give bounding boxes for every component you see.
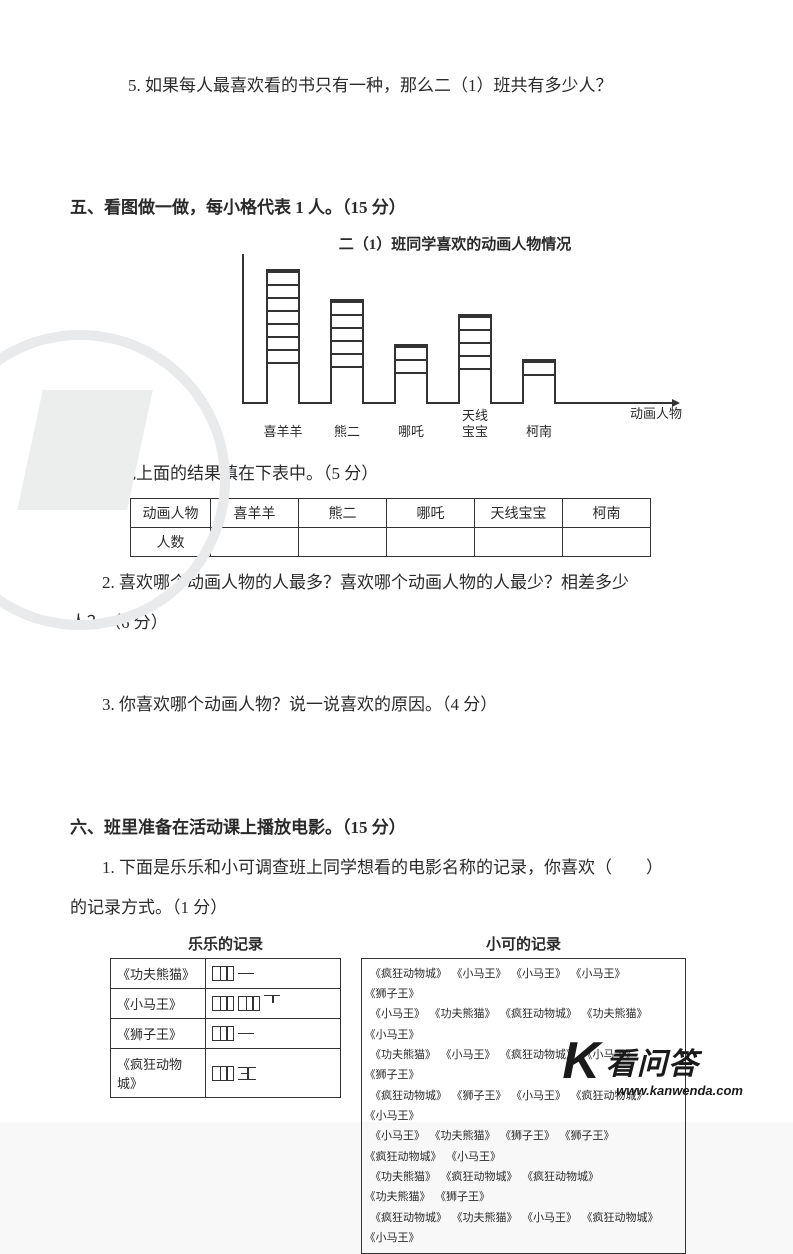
watermark-logo-icon: K — [562, 1035, 600, 1087]
xiaoke-movie-name: 《小马王》 — [370, 1029, 420, 1041]
y-axis-line — [242, 254, 244, 404]
lele-table: 《功夫熊猫》《小马王》《狮子王》《疯狂动物城》 — [110, 958, 341, 1098]
xiaoke-movie-name: 《疯狂动物城》 — [587, 1212, 659, 1224]
worksheet-page: 5. 如果每人最喜欢看的书只有一种，那么二（1）班共有多少人？ 五、看图做一做，… — [0, 0, 793, 1122]
chart-area: 动画人物 喜羊羊熊二哪吒天线宝宝柯南 — [220, 260, 690, 440]
table-empty-cell — [299, 527, 387, 556]
xiaoke-movie-name: 《功夫熊猫》 — [435, 1008, 496, 1020]
xiaoke-movie-name: 《功夫熊猫》 — [370, 1191, 431, 1203]
question-6-1-line2: 的记录方式。（1 分） — [70, 892, 723, 924]
table-header-cell: 动画人物 — [131, 498, 211, 527]
lele-movie-name: 《小马王》 — [111, 988, 206, 1018]
tally-mark-icon — [212, 996, 234, 1011]
xiaoke-movie-name: 《功夫熊猫》 — [435, 1130, 496, 1142]
xiaoke-movie-name: 《疯狂动物城》 — [506, 1008, 578, 1020]
xiaoke-movie-name: 《小马王》 — [452, 1151, 502, 1163]
xiaoke-movie-name: 《疯狂动物城》 — [446, 1171, 518, 1183]
section-6-heading: 六、班里准备在活动课上播放电影。（15 分） — [70, 812, 723, 844]
lele-tally-cell — [206, 1048, 341, 1097]
tally-mark-icon — [238, 996, 260, 1011]
lele-title: 乐乐的记录 — [110, 933, 341, 954]
section-5-heading: 五、看图做一做，每小格代表 1 人。（15 分） — [70, 192, 723, 224]
xiaoke-movie-name: 《小马王》 — [370, 1130, 425, 1142]
lele-tally-cell — [206, 988, 341, 1018]
tally-mark-icon — [212, 1066, 234, 1081]
xiaoke-movie-name: 《疯狂动物城》 — [370, 968, 447, 980]
xiaoke-movie-name: 《小马王》 — [370, 1110, 420, 1122]
xiaoke-movie-name: 《疯狂动物城》 — [370, 1212, 447, 1224]
tally-mark-icon — [212, 966, 234, 981]
xiaoke-movie-name: 《小马王》 — [517, 968, 567, 980]
xiaoke-title: 小可的记录 — [361, 933, 686, 954]
xiaoke-movie-name: 《狮子王》 — [370, 988, 420, 1000]
lele-movie-name: 《功夫熊猫》 — [111, 958, 206, 988]
xiaoke-movie-name: 《功夫熊猫》 — [457, 1212, 518, 1224]
answer-table: 动画人物喜羊羊熊二哪吒天线宝宝柯南 人数 — [130, 498, 651, 557]
table-header-cell: 哪吒 — [387, 498, 475, 527]
table-rowlabel-cell: 人数 — [131, 527, 211, 556]
chart-bar — [522, 359, 556, 404]
xiaoke-movie-name: 《狮子王》 — [565, 1130, 615, 1142]
table-empty-cell — [475, 527, 563, 556]
xiaoke-movie-name: 《小马王》 — [457, 968, 507, 980]
question-5-2-line2: 人？（6 分） — [70, 607, 723, 639]
xiaoke-movie-name: 《疯狂动物城》 — [370, 1151, 442, 1163]
chart-bar-label: 喜羊羊 — [253, 424, 313, 440]
chart-bar-label: 哪吒 — [381, 424, 441, 440]
chart-bar-label: 熊二 — [317, 424, 377, 440]
xiaoke-movie-name: 《狮子王》 — [370, 1069, 420, 1081]
x-axis-label: 动画人物 — [630, 403, 718, 422]
chart-title: 二（1）班同学喜欢的动画人物情况 — [220, 233, 690, 254]
lele-tally-cell — [206, 958, 341, 988]
xiaoke-movie-name: 《功夫熊猫》 — [587, 1008, 648, 1020]
tally-mark-icon — [238, 1067, 256, 1080]
xiaoke-movie-name: 《小马王》 — [370, 1232, 420, 1244]
xiaoke-movie-name: 《疯狂动物城》 — [370, 1090, 447, 1102]
xiaoke-movie-name: 《小马王》 — [576, 968, 626, 980]
xiaoke-movie-name: 《狮子王》 — [457, 1090, 507, 1102]
chart-bar-label: 天线宝宝 — [445, 408, 505, 439]
chart-bar — [330, 299, 364, 404]
xiaoke-movie-name: 《功夫熊猫》 — [370, 1049, 436, 1061]
tally-mark-icon — [264, 995, 280, 1002]
tally-mark-icon — [238, 1033, 254, 1034]
xiaoke-movie-name: 《小马王》 — [528, 1212, 578, 1224]
table-empty-cell — [211, 527, 299, 556]
lele-movie-name: 《狮子王》 — [111, 1018, 206, 1048]
lele-movie-name: 《疯狂动物城》 — [111, 1048, 206, 1097]
table-header-cell: 喜羊羊 — [211, 498, 299, 527]
chart-bar — [394, 344, 428, 404]
table-header-cell: 柯南 — [563, 498, 651, 527]
xiaoke-box: 《疯狂动物城》《小马王》《小马王》《小马王》《狮子王》《小马王》《功夫熊猫》《疯… — [361, 958, 686, 1254]
lele-tally-cell — [206, 1018, 341, 1048]
question-5-3: 3. 你喜欢哪个动画人物？说一说喜欢的原因。（4 分） — [102, 689, 723, 721]
site-watermark: K 看问答 www.kanwenda.com — [562, 1035, 743, 1098]
question-5-2-line1: 2. 喜欢哪个动画人物的人最多？喜欢哪个动画人物的人最少？相差多少 — [102, 567, 723, 599]
xiaoke-movie-name: 《狮子王》 — [441, 1191, 491, 1203]
table-empty-cell — [563, 527, 651, 556]
xiaoke-movie-name: 《功夫熊猫》 — [370, 1171, 436, 1183]
tally-mark-icon — [238, 973, 254, 974]
xiaoke-movie-name: 《狮子王》 — [506, 1130, 556, 1142]
chart-bar — [266, 269, 300, 404]
question-4-5: 5. 如果每人最喜欢看的书只有一种，那么二（1）班共有多少人？ — [128, 70, 723, 102]
watermark-url: www.kanwenda.com — [616, 1083, 743, 1098]
x-axis-line — [242, 402, 672, 404]
chart-bar-label: 柯南 — [509, 424, 569, 440]
bar-chart: 二（1）班同学喜欢的动画人物情况 动画人物 喜羊羊熊二哪吒天线宝宝柯南 — [220, 233, 690, 440]
question-5-1: 1. 把上面的结果填在下表中。（5 分） — [102, 458, 723, 490]
question-6-1-line1: 1. 下面是乐乐和小可调查班上同学想看的电影名称的记录，你喜欢（ ） — [102, 852, 723, 884]
lele-record: 乐乐的记录 《功夫熊猫》《小马王》《狮子王》《疯狂动物城》 — [110, 933, 341, 1254]
tally-mark-icon — [212, 1026, 234, 1041]
watermark-cn: 看问答 — [606, 1039, 699, 1083]
table-empty-cell — [387, 527, 475, 556]
table-header-cell: 熊二 — [299, 498, 387, 527]
xiaoke-movie-name: 《小马王》 — [370, 1008, 425, 1020]
chart-bar — [458, 314, 492, 404]
xiaoke-movie-name: 《小马王》 — [446, 1049, 496, 1061]
xiaoke-movie-name: 《疯狂动物城》 — [528, 1171, 600, 1183]
table-header-cell: 天线宝宝 — [475, 498, 563, 527]
xiaoke-movie-name: 《小马王》 — [517, 1090, 567, 1102]
